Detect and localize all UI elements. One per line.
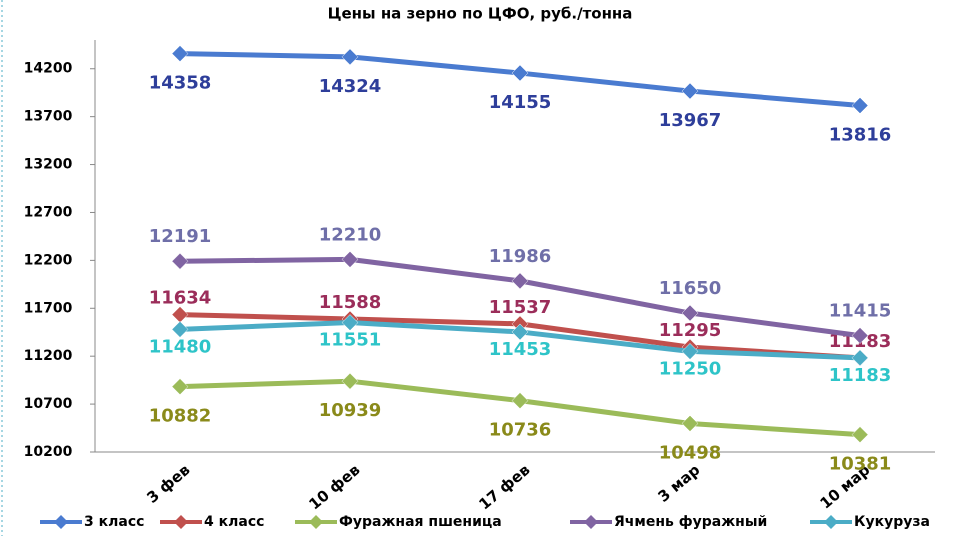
marker	[852, 98, 868, 114]
x-tick-label: 10 фев	[305, 461, 363, 514]
data-label: 10381	[829, 454, 892, 475]
y-tick-label: 10200	[24, 444, 73, 460]
x-tick-label: 3 фев	[143, 461, 193, 507]
marker	[512, 65, 528, 81]
legend-label: 3 класс	[84, 514, 144, 530]
legend-label: Ячмень фуражный	[614, 514, 767, 530]
marker	[512, 393, 528, 409]
marker	[852, 427, 868, 443]
data-label: 11183	[829, 365, 892, 386]
marker	[172, 46, 188, 62]
data-label: 11634	[149, 288, 212, 309]
marker	[172, 253, 188, 269]
marker	[512, 273, 528, 289]
marker	[172, 321, 188, 337]
data-label: 14155	[489, 92, 552, 113]
legend-marker	[309, 515, 323, 529]
marker	[342, 373, 358, 389]
y-tick-label: 12200	[24, 252, 73, 268]
data-label: 11453	[489, 339, 552, 360]
legend-marker	[54, 515, 68, 529]
data-label: 10736	[489, 420, 552, 441]
legend-label: Кукуруза	[854, 514, 930, 530]
data-label: 12210	[319, 224, 382, 245]
legend-marker	[174, 515, 188, 529]
data-label: 11588	[319, 292, 382, 313]
data-label: 11650	[659, 278, 722, 299]
y-tick-label: 11700	[24, 300, 73, 316]
y-tick-label: 11200	[24, 348, 73, 364]
marker	[342, 49, 358, 65]
legend-label: Фуражная пшеница	[339, 514, 502, 530]
data-label: 10882	[149, 406, 212, 427]
y-tick-label: 14200	[24, 61, 73, 77]
data-label: 10939	[319, 400, 382, 421]
legend-marker	[584, 515, 598, 529]
chart: Цены на зерно по ЦФО, руб./тонна 10200 10…	[0, 0, 958, 536]
marker	[682, 305, 698, 321]
data-label: 14358	[149, 73, 212, 94]
legend-label: 4 класс	[204, 514, 264, 530]
data-label: 11415	[829, 301, 892, 322]
data-label: 11551	[319, 330, 382, 351]
y-tick-label: 13200	[24, 157, 73, 173]
marker	[172, 379, 188, 395]
x-tick-label: 3 мар	[655, 461, 704, 506]
data-label: 13967	[659, 110, 722, 131]
y-tick-label: 13700	[24, 109, 73, 125]
marker	[172, 307, 188, 323]
marker	[682, 415, 698, 431]
x-tick-label: 17 фев	[475, 461, 533, 514]
data-label: 14324	[319, 76, 382, 97]
data-label: 13816	[829, 125, 892, 146]
data-label: 12191	[149, 226, 212, 247]
marker	[342, 251, 358, 267]
y-tick-label: 10700	[24, 396, 73, 412]
data-label: 11480	[149, 336, 212, 357]
y-tick-label: 12700	[24, 204, 73, 220]
data-label: 11250	[659, 358, 722, 379]
chart-title: Цены на зерно по ЦФО, руб./тонна	[328, 5, 633, 23]
data-label: 11295	[659, 320, 722, 341]
marker	[852, 350, 868, 366]
legend-marker	[824, 515, 838, 529]
data-label: 10498	[659, 442, 722, 463]
marker	[682, 83, 698, 99]
data-label: 11986	[489, 246, 552, 267]
data-label: 11537	[489, 297, 552, 318]
